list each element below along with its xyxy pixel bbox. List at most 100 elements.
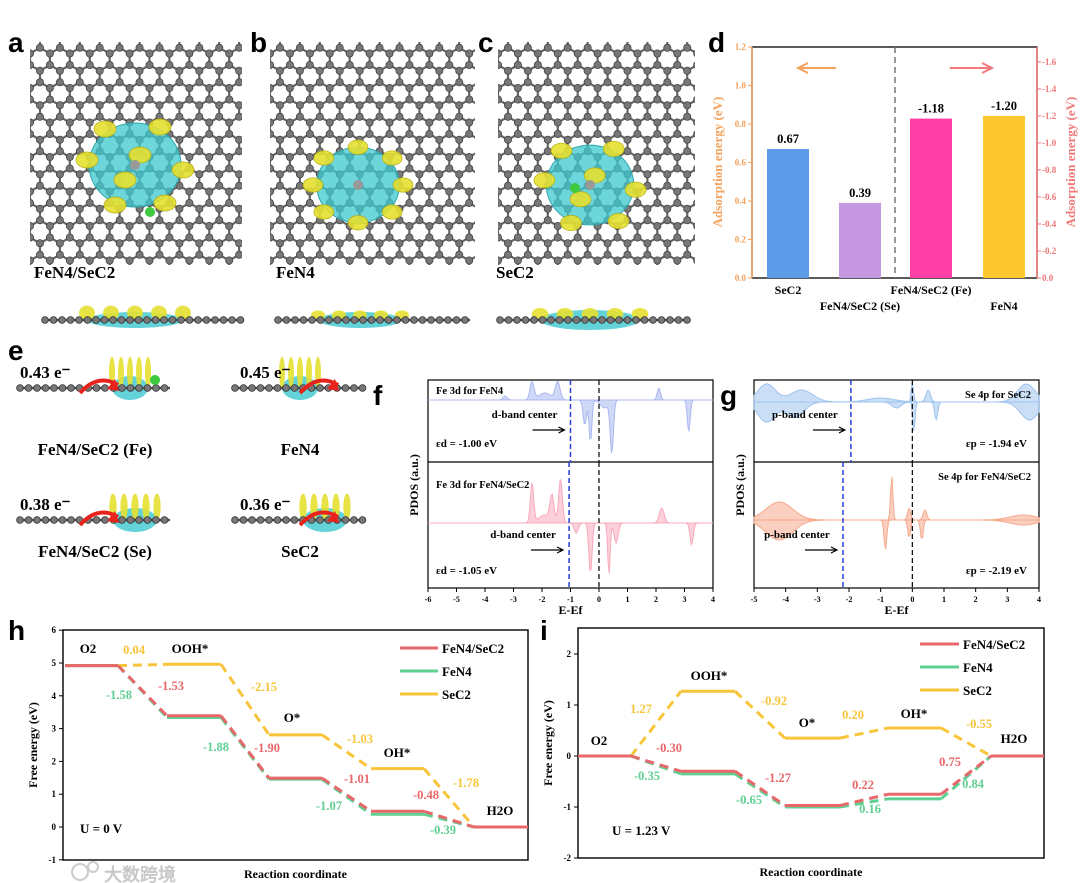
- band-center-value: εd = -1.05 eV: [436, 565, 497, 577]
- carbon-atom: [342, 316, 350, 324]
- carbon-atom: [135, 66, 144, 75]
- carbon-atom: [553, 95, 562, 104]
- carbon-atom: [486, 222, 493, 229]
- carbon-atom: [175, 78, 184, 87]
- carbon-atom: [285, 61, 294, 70]
- step-energy-label: -1.03: [347, 732, 373, 746]
- carbon-atom: [85, 187, 94, 196]
- carbon-atom: [205, 61, 214, 70]
- carbon-atom: [405, 164, 414, 173]
- carbon-atom: [673, 256, 682, 265]
- bar-value-label: -1.20: [991, 99, 1017, 113]
- carbon-atom: [504, 10, 511, 17]
- carbon-atom: [315, 239, 324, 248]
- carbon-atom: [341, 384, 350, 392]
- carbon-atom: [83, 316, 92, 324]
- step-energy-label: 0.22: [852, 778, 874, 792]
- side-view: [496, 308, 691, 330]
- carbon-atom: [445, 118, 454, 127]
- carbon-atom: [486, 96, 493, 103]
- carbon-atom: [225, 84, 234, 93]
- carbon-atom: [466, 15, 473, 22]
- panel-d-bar-chart: 0.0 0.2 0.4 0.6 0.8 1.0 1.2 0.0 -0.2 -0.4 -0.6 -0.8…: [710, 42, 1078, 313]
- carbon-atom: [653, 187, 662, 196]
- carbon-atom: [405, 233, 414, 242]
- carbon-atom: [674, 316, 683, 324]
- carbon-atom: [358, 384, 367, 392]
- carbon-atom: [355, 66, 364, 75]
- carbon-atom: [85, 61, 94, 70]
- carbon-atom: [85, 233, 94, 242]
- carbon-atom: [346, 27, 353, 34]
- carbon-atom: [145, 84, 154, 93]
- carbon-atom: [405, 84, 414, 93]
- carbon-atom: [270, 118, 274, 127]
- bar-value-label: -1.18: [918, 102, 944, 116]
- carbon-atom: [6, 119, 13, 126]
- carbon-atom: [476, 205, 483, 212]
- carbon-atom: [215, 147, 224, 156]
- carbon-atom: [654, 268, 661, 275]
- carbon-atom: [6, 222, 13, 229]
- carbon-atom: [75, 43, 84, 52]
- carbon-atom: [673, 95, 682, 104]
- carbon-atom: [455, 204, 464, 213]
- carbon-atom: [503, 66, 512, 75]
- carbon-atom: [145, 256, 154, 265]
- carbon-atom: [624, 10, 631, 17]
- carbon-atom: [316, 274, 323, 281]
- carbon-atom: [185, 256, 194, 265]
- arrow-icon: [804, 546, 839, 554]
- carbon-atom: [574, 15, 581, 22]
- carbon-atom: [135, 250, 144, 259]
- carbon-atom: [116, 10, 123, 17]
- carbon-atom: [315, 66, 324, 75]
- carbon-atom: [584, 274, 591, 281]
- carbon-atom: [166, 268, 173, 275]
- carbon-atom: [45, 95, 54, 104]
- y-axis-label: PDOS (a.u.): [407, 454, 421, 516]
- step-energy-label: -1.27: [765, 771, 791, 785]
- carbon-atom: [538, 316, 547, 324]
- carbon-atom: [503, 43, 512, 52]
- carbon-atom: [235, 112, 242, 121]
- carbon-atom: [145, 233, 154, 242]
- carbon-atom: [633, 129, 642, 138]
- y-tick-right: -0.4: [1042, 219, 1057, 229]
- carbon-atom: [335, 239, 344, 248]
- arrow-icon: [532, 426, 566, 434]
- carbon-atom: [55, 112, 64, 121]
- carbon-atom: [185, 49, 194, 58]
- carbon-atom: [484, 217, 491, 224]
- carbon-atom: [239, 516, 248, 524]
- carbon-atom: [235, 147, 242, 156]
- carbon-atom: [275, 204, 284, 213]
- carbon-atom: [683, 43, 692, 52]
- carbon-atom: [16, 67, 23, 74]
- carbon-atom: [306, 27, 313, 34]
- carbon-atom: [246, 119, 253, 126]
- carbon-atom: [105, 95, 114, 104]
- carbon-atom: [308, 316, 316, 324]
- carbon-atom: [282, 316, 291, 324]
- carbon-atom: [435, 66, 444, 75]
- carbon-atom: [256, 251, 263, 258]
- carbon-atom: [305, 164, 314, 173]
- carbon-atom: [693, 153, 695, 161]
- carbon-atom: [614, 27, 621, 34]
- carbon-atom: [195, 250, 204, 259]
- left-arrow-icon: [795, 62, 836, 74]
- carbon-atom: [415, 170, 424, 179]
- carbon-atom: [177, 316, 185, 324]
- carbon-atom: [295, 181, 304, 190]
- carbon-atom: [455, 43, 464, 52]
- transition-line: [733, 690, 787, 740]
- panel-a-structure: FeN4/SeC2: [6, 10, 253, 328]
- carbon-atom: [295, 250, 304, 259]
- carbon-atom: [693, 234, 695, 241]
- carbon-atom: [65, 187, 74, 196]
- carbon-atom: [476, 148, 483, 155]
- carbon-atom: [563, 135, 572, 144]
- transition-line: [629, 690, 683, 757]
- carbon-atom: [235, 216, 242, 225]
